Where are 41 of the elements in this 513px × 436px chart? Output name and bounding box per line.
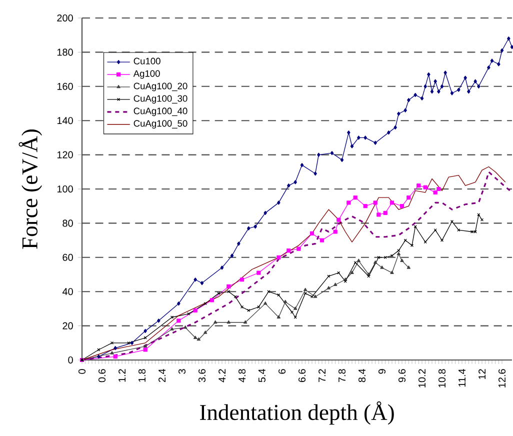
x-tick-label: 5.4 [258, 368, 266, 382]
legend-label: CuAg100_50 [134, 120, 188, 129]
x-tick-label: 4.8 [238, 369, 246, 382]
x-tick-label: 0 [78, 369, 86, 374]
legend-label: Ag100 [133, 70, 160, 79]
x-tick-label: 6.6 [298, 369, 306, 382]
x-tick-label: 8.4 [358, 368, 366, 382]
y-tick-label: 0 [68, 356, 73, 364]
y-tick-label: 40 [62, 288, 73, 296]
x-tick-label: 11.4 [458, 368, 466, 387]
y-tick-label: 80 [62, 220, 73, 227]
y-tick-label: 200 [57, 14, 73, 22]
legend-label: CuAg100_20 [134, 82, 188, 92]
x-tick-label: 10.2 [418, 369, 426, 388]
x-tick-label: 9 [378, 369, 386, 374]
x-tick-label: 1.8 [138, 369, 146, 382]
y-tick-label: 180 [57, 48, 73, 56]
x-tick-label: 7.8 [338, 369, 346, 382]
x-tick-label: 6 [278, 369, 286, 374]
x-tick-label: 2.4 [158, 368, 166, 382]
y-tick-label: 160 [57, 82, 73, 90]
x-tick-label: 10.8 [438, 369, 446, 388]
y-tick-label: 140 [57, 117, 73, 124]
x-tick-label: 9.6 [398, 369, 406, 382]
x-tick-label: 3.6 [198, 369, 206, 382]
legend-label: CuAg100_40 [134, 108, 188, 116]
y-tick-label: 20 [62, 322, 73, 330]
x-tick-label: 7.2 [318, 369, 326, 382]
y-tick-label: 60 [62, 254, 73, 261]
y-tick-label: 120 [57, 151, 73, 158]
legend-label: CuAg100_30 [134, 95, 188, 104]
x-tick-label: 12 [478, 369, 486, 380]
x-tick-label: 4.2 [218, 369, 226, 382]
x-tick-label: 3 [178, 369, 186, 374]
x-tick-label: 0.6 [98, 369, 106, 382]
x-tick-label: 12.6 [498, 369, 506, 388]
y-tick-label: 100 [57, 185, 73, 193]
x-tick-label: 1.2 [118, 369, 126, 382]
x-axis-title: Indentation depth (Å) [200, 401, 394, 425]
legend-label: Cu100 [134, 58, 160, 64]
y-axis-title: Force (eV/Å) [18, 129, 42, 249]
